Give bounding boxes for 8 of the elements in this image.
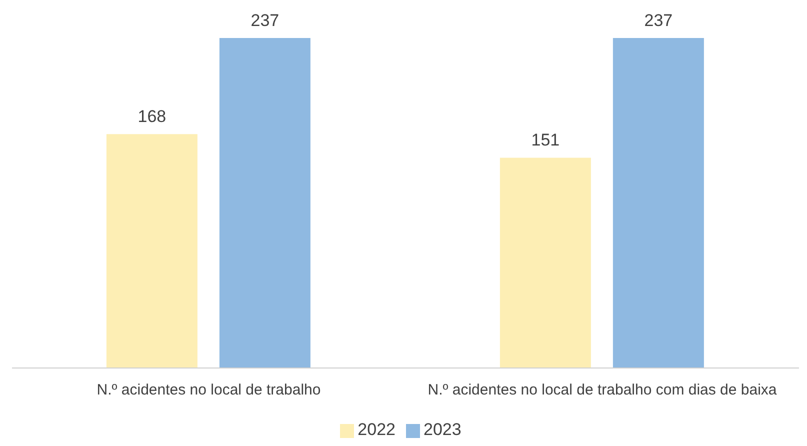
legend-label: 2023	[424, 420, 462, 439]
x-tick-label: N.º acidentes no local de trabalho	[96, 382, 321, 399]
data-label: 168	[138, 107, 166, 126]
legend-label: 2022	[358, 420, 396, 439]
x-tick-label: N.º acidentes no local de trabalho com dias de baixa	[428, 382, 778, 399]
data-label: 237	[250, 11, 280, 30]
data-label: 151	[531, 130, 560, 150]
data-label: 237	[644, 11, 673, 30]
